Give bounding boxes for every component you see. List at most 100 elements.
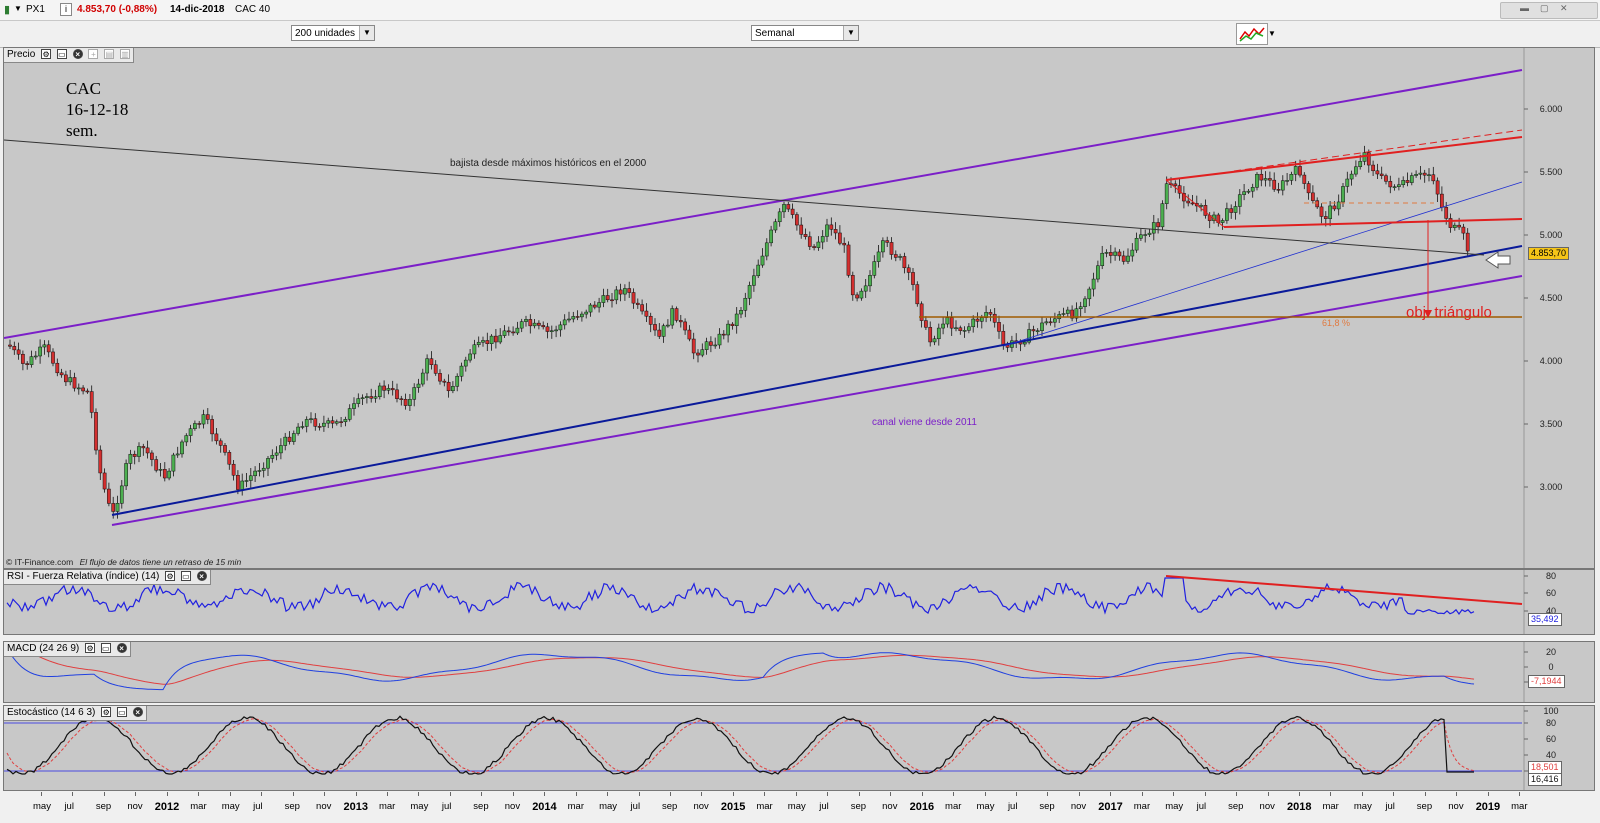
rsi-trend-line <box>1165 575 1523 605</box>
period-select[interactable]: Semanal ▼ <box>751 25 859 41</box>
maximize-panel-icon[interactable]: ▭ <box>100 643 111 654</box>
candle-body <box>1457 224 1461 228</box>
candle-body <box>592 304 597 308</box>
candle-body <box>1285 180 1289 182</box>
x-tick-mark <box>72 792 74 796</box>
target-arrow-head <box>1424 310 1432 318</box>
close-panel-icon[interactable]: × <box>116 643 127 654</box>
channel-label: canal viene desde 2011 <box>872 417 977 428</box>
close-panel-icon[interactable]: × <box>72 49 83 60</box>
candle-body <box>760 255 765 266</box>
candle-body <box>648 315 653 325</box>
x-tick-label: nov <box>1070 801 1087 812</box>
candle-body <box>1134 238 1139 251</box>
candle-body <box>347 408 352 420</box>
wrench-icon[interactable]: ⚙ <box>41 49 52 60</box>
candle-body <box>111 503 116 512</box>
close-icon[interactable]: ✕ <box>1560 3 1568 13</box>
candle-body <box>1435 180 1440 195</box>
candle-body <box>29 356 34 365</box>
symbol-label[interactable]: PX1 <box>26 4 45 15</box>
x-tick-label: nov <box>127 801 143 812</box>
minimize-icon[interactable]: ▬ <box>1520 3 1529 13</box>
maximize-panel-icon[interactable]: ▭ <box>56 49 67 60</box>
x-tick-mark <box>1267 792 1269 796</box>
maximize-panel-icon[interactable]: ▭ <box>180 571 191 582</box>
y-tick-label: 3.500 <box>1540 419 1563 429</box>
wrench-icon[interactable]: ⚙ <box>101 707 112 718</box>
candle-body <box>515 327 520 334</box>
chevron-down-icon[interactable]: ▼ <box>1268 29 1276 38</box>
close-panel-icon[interactable]: × <box>196 571 207 582</box>
info-icon[interactable]: i <box>60 3 72 16</box>
x-tick-mark <box>418 792 420 796</box>
candle-body <box>291 433 296 442</box>
price-panel-header: Precio ⚙ ▭ × + ▤ ▥ <box>4 48 135 63</box>
copy-panel-icon[interactable]: ▤ <box>104 49 115 60</box>
candle-body <box>1302 174 1307 184</box>
y-tick-label: 40 <box>1546 606 1556 616</box>
x-tick-label: may <box>1165 801 1184 812</box>
candle-body <box>132 453 137 457</box>
y-tick-label: 6.000 <box>1540 104 1563 114</box>
candle-body <box>1096 265 1100 280</box>
fib-label: 61,8 % <box>1322 318 1351 328</box>
candle-body <box>1104 252 1109 254</box>
candle-body <box>726 323 730 336</box>
chevron-down-icon[interactable]: ▼ <box>14 4 22 13</box>
candle-body <box>1332 205 1337 210</box>
candle-body <box>322 422 326 427</box>
candle-body <box>653 324 657 331</box>
candle-body <box>584 311 589 315</box>
maximize-icon[interactable]: ▢ <box>1540 3 1549 13</box>
period-select-value: Semanal <box>755 28 795 39</box>
candle-body <box>167 470 171 479</box>
candle-body <box>334 421 339 424</box>
maximize-panel-icon[interactable]: ▭ <box>116 707 127 718</box>
candle-body <box>145 447 150 454</box>
x-tick-label: may <box>976 801 995 812</box>
candle-body <box>81 387 85 392</box>
candle-body <box>1242 191 1246 195</box>
candle-body <box>12 346 17 351</box>
candle-body <box>395 389 399 399</box>
wrench-icon[interactable]: ⚙ <box>165 571 176 582</box>
y-tick-label: 80 <box>1546 718 1556 728</box>
candle-body <box>253 470 257 477</box>
candle-body <box>175 453 180 456</box>
candle-body <box>967 326 971 331</box>
candle-body <box>1040 322 1044 331</box>
chevron-down-icon[interactable]: ▼ <box>359 26 374 40</box>
candle-body <box>1225 208 1229 221</box>
channel-upper-line <box>4 69 1523 339</box>
chevron-down-icon[interactable]: ▼ <box>843 26 858 40</box>
paste-panel-icon[interactable]: ▥ <box>120 49 131 60</box>
x-tick-mark <box>544 792 546 796</box>
wrench-icon[interactable]: ⚙ <box>85 643 96 654</box>
x-tick-label: mar <box>190 801 207 812</box>
x-tick-label: mar <box>1133 801 1151 812</box>
candle-body <box>197 423 202 425</box>
candle-body <box>304 419 309 427</box>
candle-body <box>936 327 941 340</box>
units-select[interactable]: 200 unidades ▼ <box>291 25 375 41</box>
candle-body <box>1289 173 1294 181</box>
candle-body <box>979 317 984 322</box>
add-panel-icon[interactable]: + <box>88 49 99 60</box>
x-tick-label: sep <box>284 801 300 812</box>
candle-body <box>1405 180 1410 183</box>
close-panel-icon[interactable]: × <box>132 707 143 718</box>
x-tick-label: may <box>1353 801 1372 812</box>
candle-body <box>236 474 240 490</box>
chart-type-button[interactable] <box>1236 23 1268 45</box>
title-bar: ▮ ▼ PX1 i 4.853,70 (-0,88%) 14-dic-2018 … <box>0 0 1600 21</box>
candle-body <box>1427 174 1431 176</box>
candle-body <box>571 316 576 320</box>
candle-body <box>494 335 498 343</box>
x-tick-label: nov <box>1259 801 1275 812</box>
candle-body <box>554 329 558 332</box>
candle-body <box>777 211 782 223</box>
candle-icon[interactable]: ▮ <box>4 4 11 16</box>
x-tick-label: mar <box>945 801 962 812</box>
y-tick-label: 3.000 <box>1540 482 1563 492</box>
